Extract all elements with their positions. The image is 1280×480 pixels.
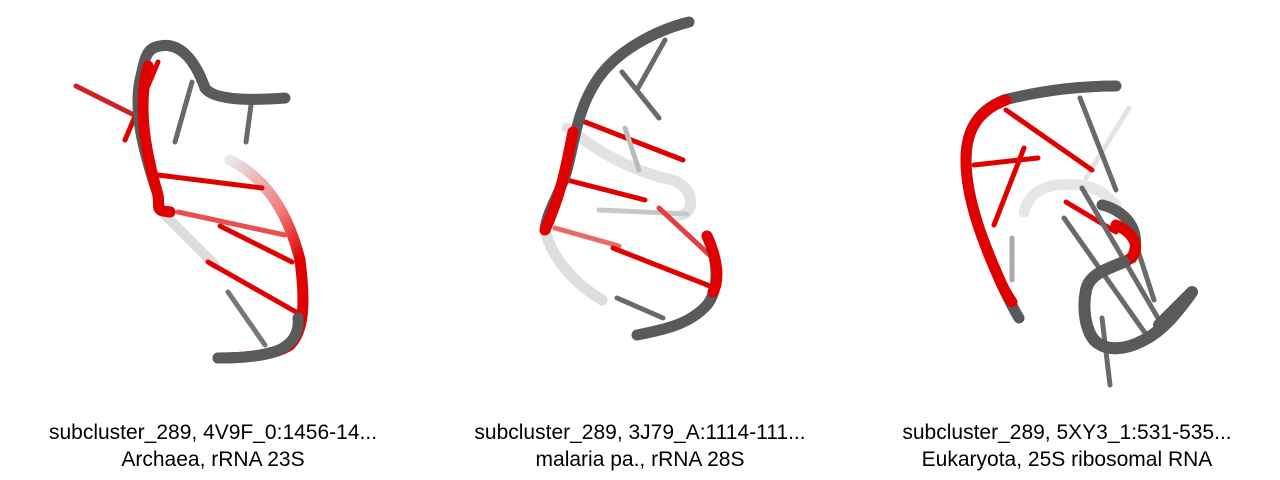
caption-subtitle: Eukaryota, 25S ribosomal RNA [921,448,1213,471]
caption-title: subcluster_289, 5XY3_1:531-535... [902,421,1232,444]
structure-panel-3: subcluster_289, 5XY3_1:531-535... Eukary… [854,0,1280,480]
structure-panel-1: subcluster_289, 4V9F_0:1456-14... Archae… [0,0,426,480]
rna-structure-image-2 [539,16,723,341]
structure-caption-1: subcluster_289, 4V9F_0:1456-14... Archae… [0,419,426,473]
caption-subtitle: Archaea, rRNA 23S [121,448,305,471]
structure-caption-2: subcluster_289, 3J79_A:1114-111... malar… [427,419,853,473]
caption-subtitle: malaria pa., rRNA 28S [535,448,745,471]
caption-title: subcluster_289, 3J79_A:1114-111... [474,421,806,444]
rna-structure-image-1 [73,39,309,364]
structure-panel-2: subcluster_289, 3J79_A:1114-111... malar… [427,0,853,480]
caption-title: subcluster_289, 4V9F_0:1456-14... [48,421,378,444]
rna-structure-image-3 [960,80,1198,388]
structure-caption-3: subcluster_289, 5XY3_1:531-535... Eukary… [854,419,1280,473]
